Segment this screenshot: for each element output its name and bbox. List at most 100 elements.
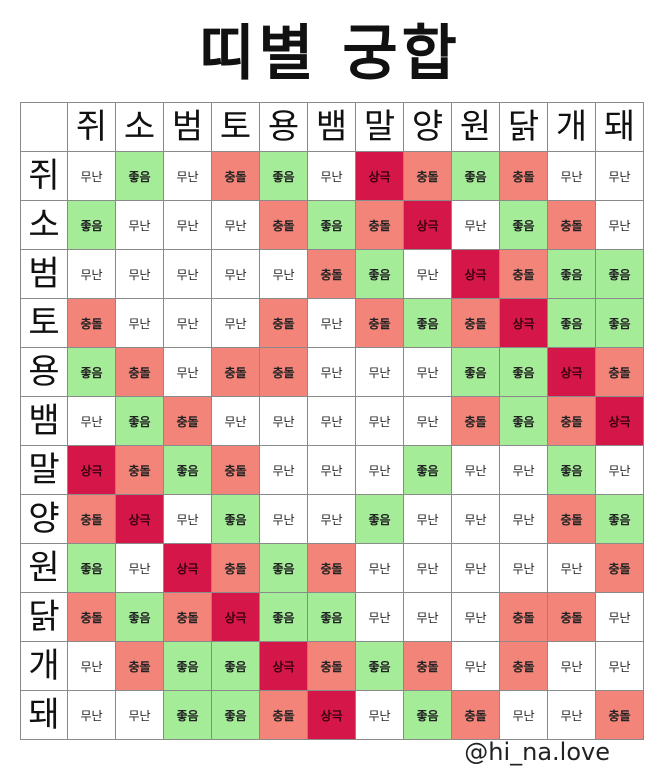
compat-cell: 충돌 — [211, 445, 260, 495]
compat-cell: 상극 — [403, 200, 452, 250]
compat-cell: 좋음 — [163, 690, 212, 740]
table-row: 개 무난 충돌 좋음 좋음 상극 충돌 좋음 충돌 무난 충돌 무난 무난 — [20, 641, 644, 691]
table-row: 양 충돌 상극 무난 좋음 무난 무난 좋음 무난 무난 무난 충돌 좋음 — [20, 494, 644, 544]
compat-cell: 무난 — [259, 445, 308, 495]
compat-cell: 충돌 — [499, 592, 548, 642]
compat-cell: 좋음 — [115, 592, 164, 642]
table-row: 원 좋음 무난 상극 충돌 좋음 충돌 무난 무난 무난 무난 무난 충돌 — [20, 543, 644, 593]
row-header: 소 — [20, 200, 68, 250]
column-header: 돼 — [595, 102, 644, 152]
row-header: 뱀 — [20, 396, 68, 446]
compat-cell: 무난 — [355, 347, 404, 397]
compat-cell: 무난 — [547, 151, 596, 201]
compat-cell: 충돌 — [67, 592, 116, 642]
row-header: 개 — [20, 641, 68, 691]
compat-cell: 충돌 — [115, 641, 164, 691]
compat-cell: 좋음 — [259, 543, 308, 593]
compat-cell: 충돌 — [67, 494, 116, 544]
compat-cell: 무난 — [307, 347, 356, 397]
compat-cell: 충돌 — [307, 543, 356, 593]
compat-cell: 충돌 — [547, 396, 596, 446]
compat-cell: 무난 — [547, 543, 596, 593]
column-header: 말 — [355, 102, 404, 152]
compat-cell: 좋음 — [403, 690, 452, 740]
compat-cell: 충돌 — [403, 641, 452, 691]
compat-cell: 상극 — [451, 249, 500, 299]
compat-cell: 무난 — [499, 690, 548, 740]
compat-cell: 상극 — [355, 151, 404, 201]
compat-cell: 무난 — [403, 592, 452, 642]
compat-cell: 좋음 — [163, 641, 212, 691]
compat-cell: 충돌 — [115, 445, 164, 495]
compat-cell: 무난 — [451, 200, 500, 250]
table-row: 소 좋음 무난 무난 무난 충돌 좋음 충돌 상극 무난 좋음 충돌 무난 — [20, 200, 644, 250]
compat-cell: 충돌 — [307, 641, 356, 691]
compat-cell: 무난 — [355, 592, 404, 642]
compat-cell: 좋음 — [259, 592, 308, 642]
column-header: 양 — [403, 102, 452, 152]
compat-cell: 무난 — [259, 494, 308, 544]
compat-cell: 무난 — [163, 249, 212, 299]
table-row: 뱀 무난 좋음 충돌 무난 무난 무난 무난 무난 충돌 좋음 충돌 상극 — [20, 396, 644, 446]
compat-cell: 무난 — [115, 249, 164, 299]
compat-cell: 좋음 — [547, 298, 596, 348]
column-header: 쥐 — [67, 102, 116, 152]
compat-cell: 충돌 — [307, 249, 356, 299]
compat-cell: 충돌 — [595, 347, 644, 397]
row-header: 범 — [20, 249, 68, 299]
compat-cell: 무난 — [451, 494, 500, 544]
compat-cell: 상극 — [211, 592, 260, 642]
compat-cell: 좋음 — [355, 249, 404, 299]
compat-cell: 무난 — [403, 396, 452, 446]
compat-cell: 충돌 — [355, 200, 404, 250]
table-row: 말 상극 충돌 좋음 충돌 무난 무난 무난 좋음 무난 무난 좋음 무난 — [20, 445, 644, 495]
compat-cell: 충돌 — [451, 690, 500, 740]
compat-cell: 충돌 — [211, 543, 260, 593]
compat-cell: 좋음 — [211, 690, 260, 740]
compat-cell: 무난 — [451, 543, 500, 593]
row-header: 돼 — [20, 690, 68, 740]
page-title: 띠별 궁합 — [199, 19, 461, 89]
compat-cell: 무난 — [307, 494, 356, 544]
compat-cell: 무난 — [355, 396, 404, 446]
compat-cell: 무난 — [67, 690, 116, 740]
corner-cell — [20, 102, 68, 152]
compat-cell: 충돌 — [163, 396, 212, 446]
compat-cell: 충돌 — [163, 592, 212, 642]
compat-cell: 무난 — [595, 151, 644, 201]
compat-cell: 무난 — [355, 543, 404, 593]
compat-cell: 충돌 — [595, 543, 644, 593]
compat-cell: 무난 — [451, 592, 500, 642]
compat-cell: 무난 — [211, 298, 260, 348]
compat-cell: 무난 — [403, 249, 452, 299]
compat-cell: 무난 — [595, 200, 644, 250]
table-row: 돼 무난 무난 좋음 좋음 충돌 상극 무난 좋음 충돌 무난 무난 충돌 — [20, 690, 644, 740]
compat-cell: 상극 — [115, 494, 164, 544]
compat-cell: 무난 — [595, 592, 644, 642]
compat-cell: 충돌 — [115, 347, 164, 397]
compat-cell: 좋음 — [211, 641, 260, 691]
compat-cell: 충돌 — [355, 298, 404, 348]
compat-cell: 충돌 — [499, 641, 548, 691]
compat-cell: 좋음 — [547, 249, 596, 299]
compat-cell: 좋음 — [595, 494, 644, 544]
compat-cell: 무난 — [259, 249, 308, 299]
compat-cell: 좋음 — [499, 347, 548, 397]
credit-handle: @hi_na.love — [464, 738, 610, 766]
compat-cell: 무난 — [547, 690, 596, 740]
compat-cell: 좋음 — [259, 151, 308, 201]
compat-cell: 충돌 — [259, 200, 308, 250]
compat-cell: 무난 — [259, 396, 308, 446]
compat-cell: 무난 — [211, 249, 260, 299]
compat-cell: 좋음 — [163, 445, 212, 495]
compat-cell: 무난 — [403, 347, 452, 397]
compat-cell: 충돌 — [547, 494, 596, 544]
compat-cell: 무난 — [451, 641, 500, 691]
compat-cell: 충돌 — [67, 298, 116, 348]
compat-cell: 무난 — [67, 151, 116, 201]
compat-cell: 무난 — [115, 543, 164, 593]
compat-cell: 충돌 — [259, 298, 308, 348]
column-header: 닭 — [499, 102, 548, 152]
row-header: 쥐 — [20, 151, 68, 201]
compat-cell: 무난 — [403, 494, 452, 544]
